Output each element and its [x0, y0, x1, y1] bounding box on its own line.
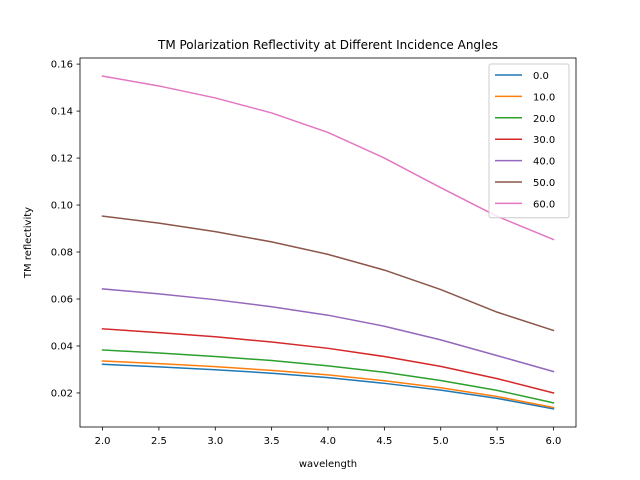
series-line-3	[101, 328, 555, 394]
legend-label-5: 50.0	[533, 178, 555, 189]
series-line-2	[101, 349, 555, 404]
x-tick-label: 5.0	[433, 436, 449, 447]
chart-title: TM Polarization Reflectivity at Differen…	[157, 38, 498, 52]
axes-layer: 2.0 2.5 3.0 3.5 4.0 4.5 5.0 5.5 6.00.020.040.060…	[51, 57, 577, 447]
series-line-0	[101, 363, 555, 410]
axes-frame	[79, 57, 577, 428]
series-layer	[101, 75, 555, 410]
legend-label-6: 60.0	[533, 199, 555, 210]
x-tick-label: 4.5	[376, 436, 392, 447]
y-tick-label: 0.12	[51, 154, 73, 165]
x-axis-label: wavelength	[299, 459, 357, 470]
y-tick-label: 0.10	[51, 201, 73, 212]
legend-label-1: 10.0	[533, 92, 555, 103]
legend-label-3: 30.0	[533, 135, 555, 146]
legend: 0.0 10.0 20.0 30.0 40.0 50.0 60.0	[488, 63, 570, 219]
y-axis-label: TM reflectivity	[23, 207, 34, 279]
series-line-6	[101, 75, 555, 241]
y-tick-label: 0.06	[51, 294, 73, 305]
legend-label-0: 0.0	[533, 71, 549, 82]
x-tick-label: 2.5	[151, 436, 167, 447]
x-tick-label: 6.0	[546, 436, 562, 447]
legend-label-2: 20.0	[533, 114, 555, 125]
y-tick-label: 0.08	[51, 248, 73, 259]
legend-label-4: 40.0	[533, 157, 555, 168]
y-tick-label: 0.02	[51, 388, 73, 399]
x-tick-label: 3.5	[264, 436, 280, 447]
y-tick-label: 0.04	[51, 341, 73, 352]
x-tick-label: 5.5	[489, 436, 505, 447]
series-line-1	[101, 360, 555, 409]
legend-box	[488, 63, 570, 219]
x-tick-label: 3.0	[207, 436, 223, 447]
x-tick-label: 2.0	[95, 436, 111, 447]
y-tick-label: 0.14	[51, 107, 73, 118]
x-tick-label: 4.0	[320, 436, 336, 447]
series-line-5	[101, 215, 555, 332]
y-tick-label: 0.16	[51, 60, 73, 71]
series-line-4	[101, 288, 555, 373]
